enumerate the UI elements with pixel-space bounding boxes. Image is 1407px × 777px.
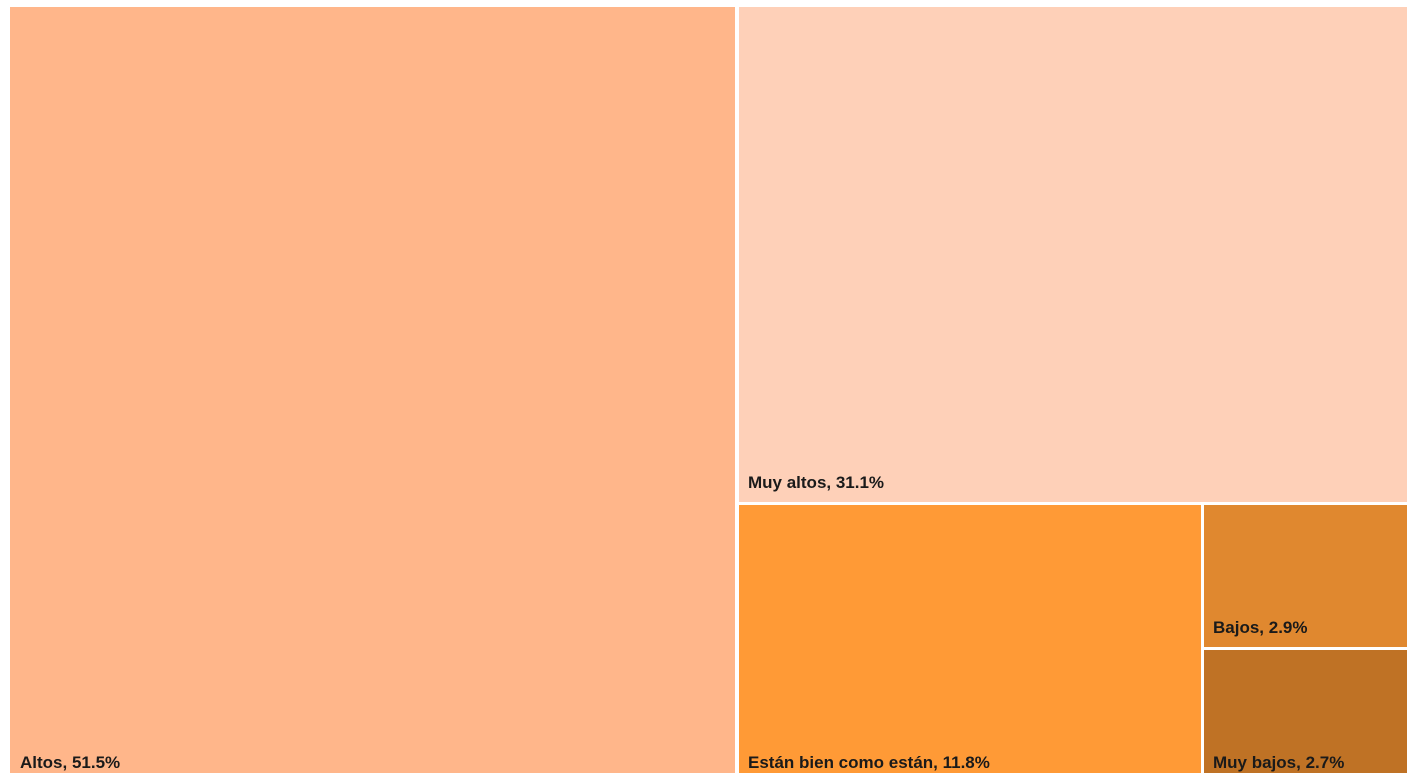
tile-rect <box>10 7 735 773</box>
tile-label: Muy altos, 31.1% <box>748 473 884 492</box>
tile-muy-altos: Muy altos, 31.1% <box>739 7 1407 502</box>
tile-rect <box>739 505 1201 773</box>
tile-rect <box>1204 650 1407 773</box>
tile-bajos: Bajos, 2.9% <box>1204 505 1407 647</box>
tile-label: Altos, 51.5% <box>20 753 120 772</box>
tile-label: Muy bajos, 2.7% <box>1213 753 1344 772</box>
tile-label: Están bien como están, 11.8% <box>748 753 990 772</box>
tile-altos: Altos, 51.5% <box>10 7 735 773</box>
tile-muy-bajos: Muy bajos, 2.7% <box>1204 650 1407 773</box>
tile-label: Bajos, 2.9% <box>1213 618 1308 637</box>
tile-estan-bien: Están bien como están, 11.8% <box>739 505 1201 773</box>
tile-rect <box>739 7 1407 502</box>
tile-rect <box>1204 505 1407 647</box>
